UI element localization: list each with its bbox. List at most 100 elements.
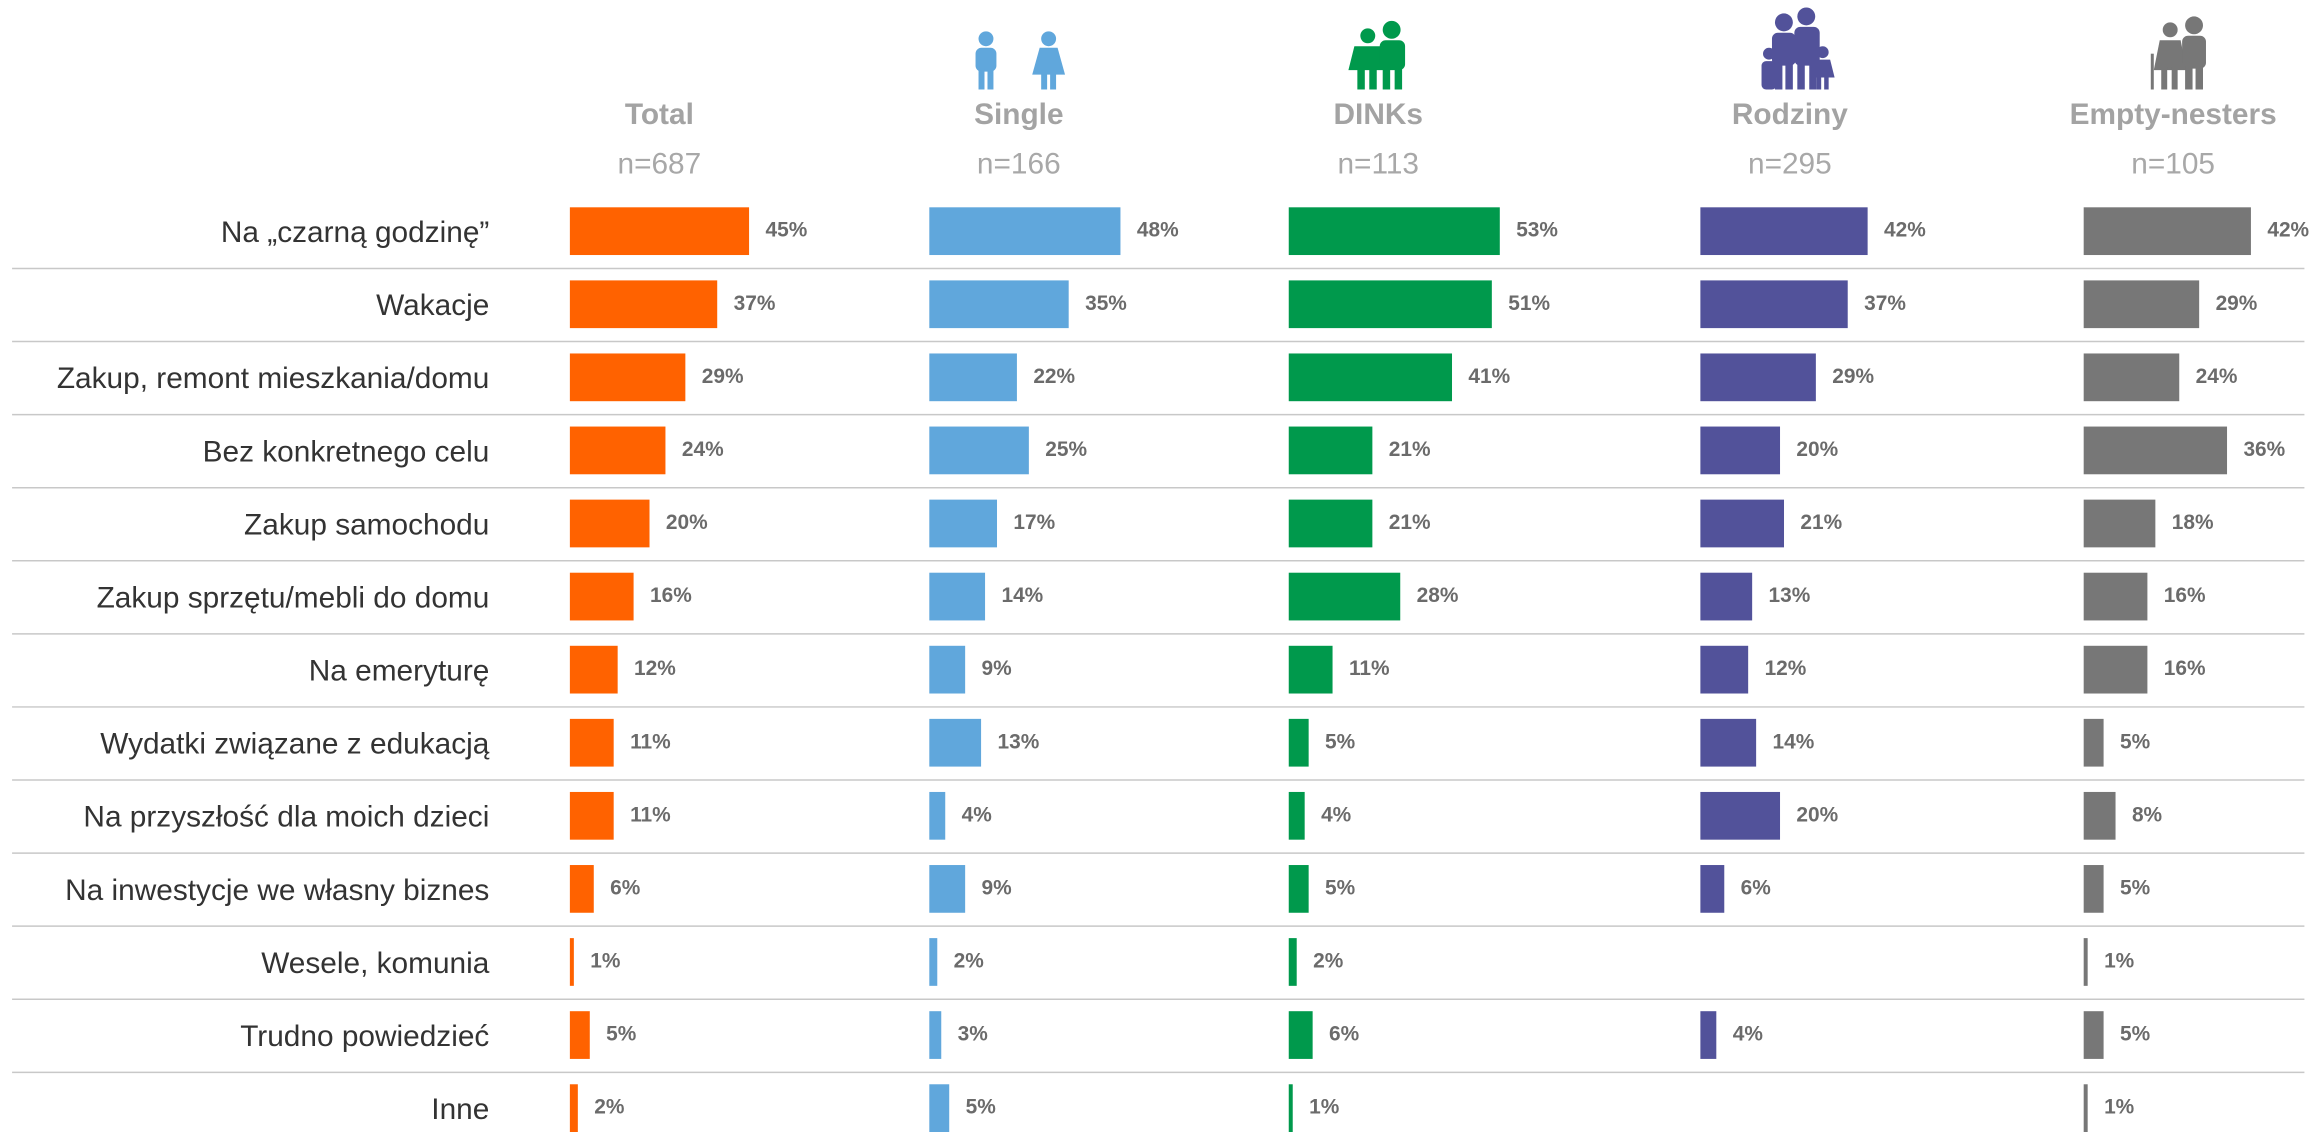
value-label: 21% bbox=[1389, 511, 1431, 534]
value-label: 20% bbox=[666, 511, 708, 534]
category-label: Wakacje bbox=[376, 289, 489, 322]
value-label: 20% bbox=[1796, 803, 1838, 826]
value-label: 45% bbox=[765, 219, 807, 242]
value-label: 2% bbox=[594, 1096, 625, 1119]
bar bbox=[1288, 718, 1309, 767]
bar bbox=[1288, 499, 1373, 548]
bar bbox=[929, 499, 998, 548]
category-label: Na przyszłość dla moich dzieci bbox=[83, 801, 489, 834]
category-label: Na „czarną godzinę” bbox=[221, 216, 489, 249]
value-label: 17% bbox=[1013, 511, 1055, 534]
icon-family bbox=[1761, 7, 1835, 90]
bar bbox=[569, 718, 614, 767]
bar bbox=[929, 1011, 942, 1059]
bar bbox=[569, 865, 594, 913]
value-label: 21% bbox=[1389, 438, 1431, 461]
value-label: 4% bbox=[1321, 803, 1352, 826]
value-label: 28% bbox=[1417, 584, 1459, 607]
bar bbox=[929, 353, 1017, 402]
value-label: 29% bbox=[702, 365, 744, 388]
sample-size: n=166 bbox=[977, 147, 1061, 180]
value-label: 14% bbox=[1773, 730, 1815, 753]
value-label: 5% bbox=[606, 1023, 637, 1046]
sample-size: n=687 bbox=[617, 147, 701, 180]
bar bbox=[569, 426, 666, 475]
bar bbox=[929, 426, 1029, 475]
value-label: 11% bbox=[630, 803, 671, 826]
value-label: 21% bbox=[1800, 511, 1842, 534]
value-label: 16% bbox=[2164, 657, 2206, 680]
value-label: 20% bbox=[1796, 438, 1838, 461]
value-label: 13% bbox=[1769, 584, 1811, 607]
icon-empty-nesters bbox=[2150, 16, 2206, 90]
value-label: 42% bbox=[1884, 219, 1926, 242]
value-label: 22% bbox=[1033, 365, 1075, 388]
bar bbox=[1288, 353, 1453, 402]
value-label: 6% bbox=[610, 876, 641, 899]
bar bbox=[929, 280, 1069, 329]
value-label: 24% bbox=[2196, 365, 2238, 388]
value-label: 2% bbox=[1313, 949, 1344, 972]
bar bbox=[1288, 1084, 1293, 1132]
bar bbox=[2083, 280, 2200, 329]
bar bbox=[569, 572, 634, 621]
bar bbox=[929, 645, 966, 694]
value-label: 29% bbox=[1832, 365, 1874, 388]
value-label: 29% bbox=[2216, 292, 2258, 315]
bar bbox=[1700, 1011, 1717, 1059]
bar bbox=[1288, 572, 1401, 621]
bar bbox=[2083, 426, 2228, 475]
series-name: Empty-nesters bbox=[2070, 98, 2277, 131]
bar bbox=[2083, 353, 2180, 402]
bar bbox=[1700, 426, 1781, 475]
bar bbox=[569, 207, 750, 256]
bar bbox=[1700, 353, 1816, 402]
value-label: 3% bbox=[958, 1023, 989, 1046]
bar bbox=[569, 1084, 578, 1132]
value-label: 5% bbox=[966, 1096, 997, 1119]
value-label: 1% bbox=[2104, 1096, 2135, 1119]
bar bbox=[929, 572, 986, 621]
value-label: 25% bbox=[1045, 438, 1087, 461]
value-label: 24% bbox=[682, 438, 724, 461]
bar bbox=[1700, 791, 1781, 840]
bar bbox=[929, 207, 1121, 256]
value-label: 42% bbox=[2267, 219, 2309, 242]
value-label: 5% bbox=[2120, 876, 2151, 899]
bar bbox=[569, 280, 718, 329]
value-label: 14% bbox=[1001, 584, 1043, 607]
value-label: 16% bbox=[2164, 584, 2206, 607]
value-label: 9% bbox=[982, 657, 1013, 680]
sample-size: n=105 bbox=[2131, 147, 2215, 180]
category-label: Wesele, komunia bbox=[261, 947, 490, 980]
value-label: 13% bbox=[997, 730, 1039, 753]
value-label: 5% bbox=[1325, 730, 1356, 753]
bar bbox=[2083, 938, 2088, 986]
bar bbox=[1700, 280, 1848, 329]
value-label: 41% bbox=[1468, 365, 1510, 388]
category-label: Zakup, remont mieszkania/domu bbox=[57, 362, 489, 395]
bar bbox=[929, 1084, 950, 1132]
value-label: 37% bbox=[1864, 292, 1906, 315]
icon-single bbox=[975, 31, 1066, 90]
bar bbox=[569, 938, 574, 986]
bar bbox=[569, 353, 686, 402]
value-label: 6% bbox=[1741, 876, 1772, 899]
bar bbox=[2083, 865, 2104, 913]
value-label: 4% bbox=[962, 803, 993, 826]
bar bbox=[569, 1011, 590, 1059]
value-label: 5% bbox=[2120, 1023, 2151, 1046]
value-label: 5% bbox=[1325, 876, 1356, 899]
bar bbox=[2083, 572, 2148, 621]
value-label: 2% bbox=[954, 949, 985, 972]
bar bbox=[1288, 865, 1309, 913]
category-label: Zakup samochodu bbox=[244, 508, 489, 541]
value-label: 18% bbox=[2172, 511, 2214, 534]
bar bbox=[2083, 791, 2116, 840]
value-label: 53% bbox=[1516, 219, 1558, 242]
series-name: DINKs bbox=[1334, 98, 1423, 131]
bar bbox=[2083, 718, 2104, 767]
category-label: Zakup sprzętu/mebli do domu bbox=[97, 581, 490, 614]
